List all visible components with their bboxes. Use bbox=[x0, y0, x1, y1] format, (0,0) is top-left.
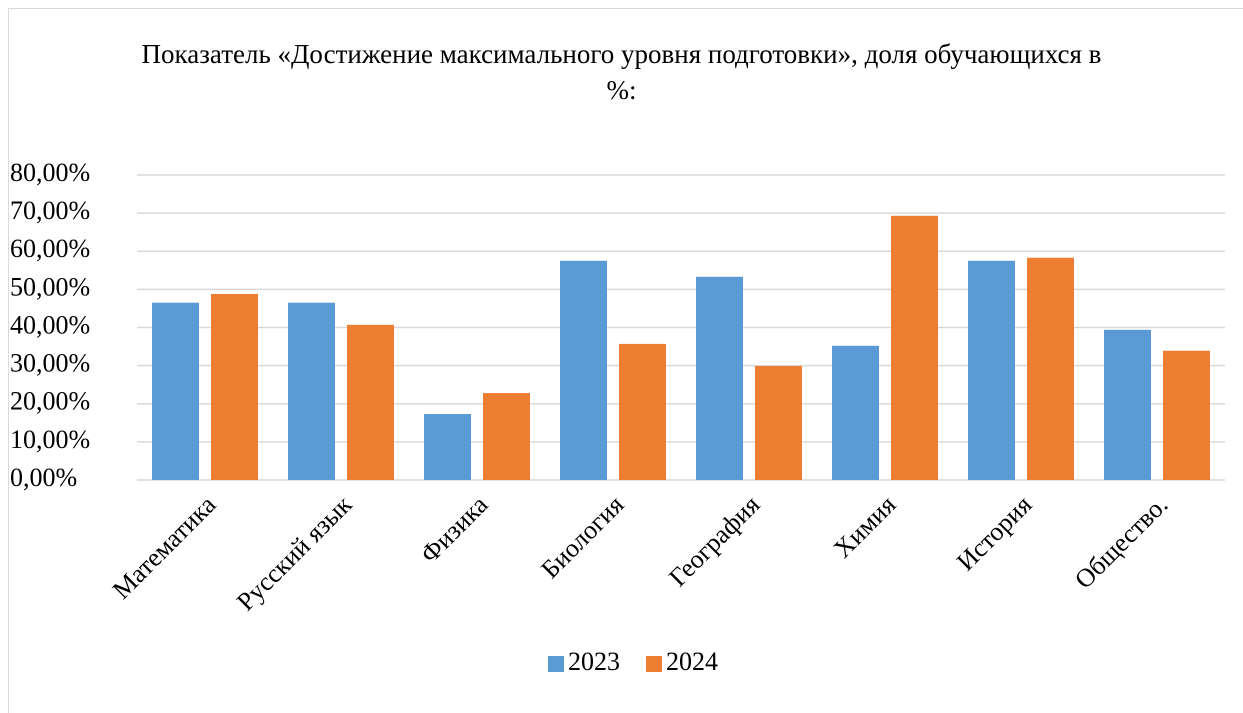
bar bbox=[696, 276, 743, 480]
legend-swatch bbox=[548, 656, 564, 672]
bar bbox=[483, 393, 530, 480]
y-tick-label: 10,00% bbox=[10, 425, 90, 454]
bar bbox=[211, 293, 258, 480]
bar bbox=[891, 215, 938, 480]
bar bbox=[347, 324, 394, 480]
y-tick-label: 70,00% bbox=[10, 196, 90, 225]
x-tick-label: Математика bbox=[107, 490, 222, 605]
chart-border bbox=[8, 8, 1243, 713]
y-tick-label: 20,00% bbox=[10, 387, 90, 416]
bar bbox=[1163, 350, 1210, 480]
legend-swatch bbox=[646, 656, 662, 672]
chart-title: Показатель «Достижение максимального уро… bbox=[141, 39, 1102, 105]
x-tick-label: История bbox=[951, 490, 1037, 576]
y-tick-label: 50,00% bbox=[10, 272, 90, 301]
bar bbox=[152, 302, 199, 480]
bar bbox=[560, 260, 607, 480]
bar bbox=[832, 345, 879, 480]
x-tick-label: Химия bbox=[828, 490, 902, 564]
bar bbox=[968, 260, 1015, 480]
legend-label: 2024 bbox=[666, 647, 718, 676]
y-tick-label: 80,00% bbox=[10, 158, 90, 187]
x-tick-label: Общество. bbox=[1069, 490, 1173, 594]
x-tick-label: Физика bbox=[415, 490, 494, 569]
bar bbox=[755, 366, 802, 480]
y-tick-label: 60,00% bbox=[10, 234, 90, 263]
bar bbox=[1104, 329, 1151, 480]
y-tick-label: 0,00% bbox=[10, 463, 77, 492]
y-tick-label: 40,00% bbox=[10, 310, 90, 339]
y-tick-label: 30,00% bbox=[10, 349, 90, 378]
x-tick-label: Биология bbox=[535, 490, 629, 584]
bar bbox=[1027, 257, 1074, 480]
bar bbox=[424, 414, 471, 480]
legend-label: 2023 bbox=[568, 647, 620, 676]
bar bbox=[288, 302, 335, 480]
x-tick-label: География bbox=[663, 490, 765, 592]
x-tick-label: Русский язык bbox=[231, 490, 358, 617]
title-box: Показатель «Достижение максимального уро… bbox=[0, 36, 1243, 108]
bar bbox=[619, 343, 666, 480]
